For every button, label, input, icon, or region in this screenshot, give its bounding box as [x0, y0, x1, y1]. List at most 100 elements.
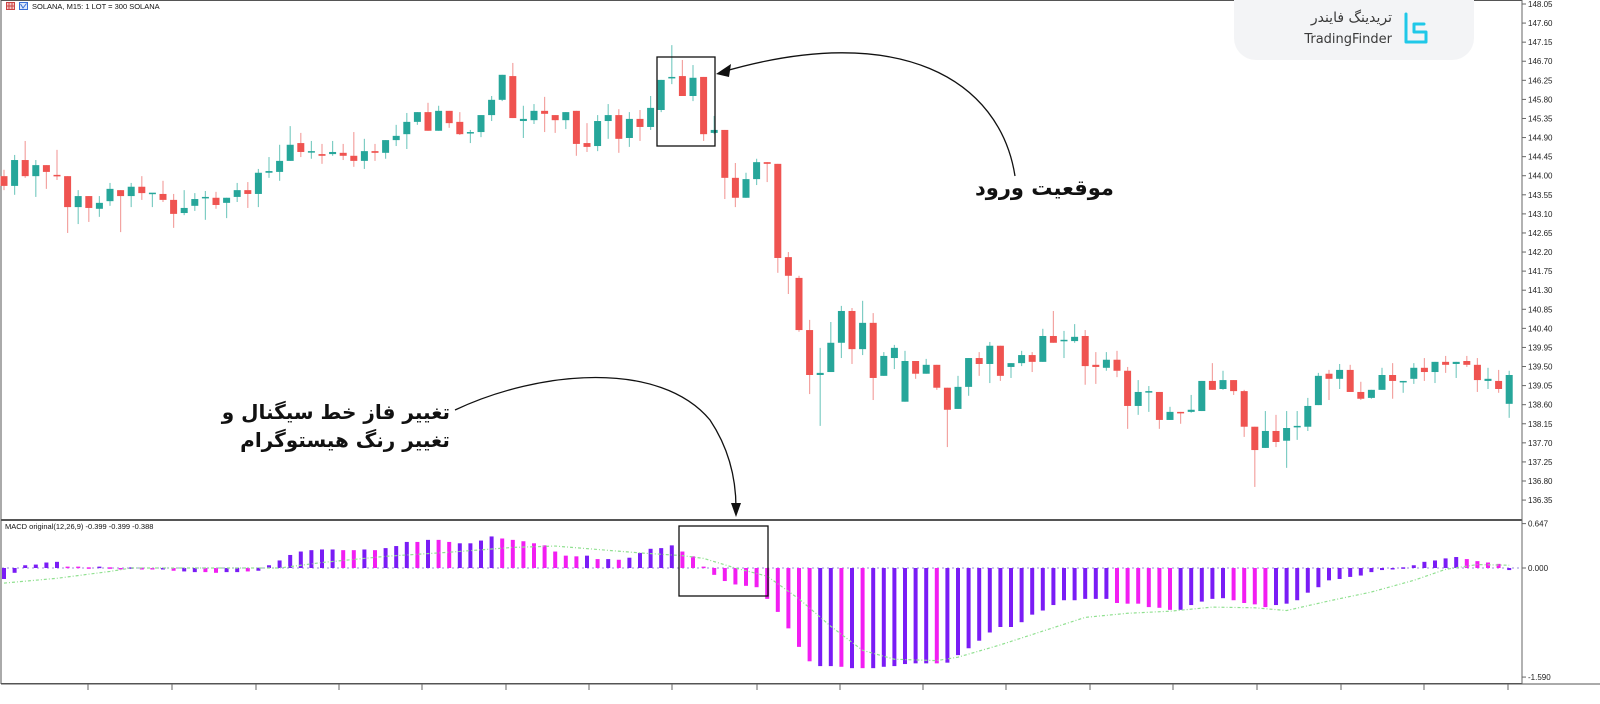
candle	[774, 163, 782, 273]
price-tick-label: 139.95	[1528, 343, 1553, 352]
histogram-bar	[1443, 558, 1448, 568]
candle	[180, 190, 188, 216]
histogram-bar	[691, 556, 695, 568]
candle	[297, 132, 305, 158]
histogram-bar	[1019, 568, 1024, 623]
histogram-bar	[1316, 568, 1321, 588]
histogram-bar	[638, 552, 642, 568]
candle	[827, 322, 835, 373]
histogram-bar	[733, 568, 738, 585]
histogram-bar	[76, 566, 81, 569]
candle	[1018, 350, 1026, 367]
histogram-bar	[394, 546, 399, 568]
candle	[1484, 367, 1492, 389]
candle	[1155, 391, 1163, 429]
histogram-bar	[1210, 568, 1215, 599]
histogram-bar	[500, 538, 505, 568]
histogram-bar	[1178, 568, 1183, 610]
candle	[32, 160, 40, 197]
signal-phase-label-line2: تغییر رنگ هیستوگرام	[240, 428, 450, 452]
histogram-bar	[2, 568, 6, 579]
candle	[572, 110, 580, 156]
candle	[1420, 358, 1428, 381]
histogram-bar	[1062, 568, 1066, 601]
symbol-grid-icon[interactable]	[6, 2, 15, 10]
candle	[212, 191, 220, 209]
candle	[1283, 411, 1291, 468]
candle	[265, 157, 273, 178]
histogram-bar	[1274, 568, 1278, 606]
histogram-bar	[1295, 568, 1300, 601]
candle	[106, 182, 114, 206]
candle	[1389, 363, 1397, 399]
logo-english-text: TradingFinder	[1304, 32, 1392, 47]
histogram-bar	[1199, 568, 1204, 602]
candle	[541, 96, 549, 133]
candle	[890, 344, 898, 370]
candle	[488, 96, 496, 122]
candle	[477, 115, 485, 138]
histogram-bar	[712, 568, 717, 575]
time-axis[interactable]	[87, 684, 1509, 690]
histogram-bar	[351, 550, 356, 568]
histogram-bar	[1009, 568, 1013, 627]
histogram-bar	[881, 568, 886, 667]
candle	[329, 140, 337, 156]
annotation-overlay	[454, 52, 1016, 597]
candle	[922, 358, 930, 374]
candle	[1166, 406, 1174, 420]
candle	[986, 341, 994, 384]
candle	[127, 182, 135, 208]
candle	[1261, 411, 1269, 448]
histogram-bar	[818, 568, 823, 667]
histogram-bar	[1083, 568, 1088, 599]
histogram-bar	[436, 539, 441, 568]
histogram-bar	[415, 541, 420, 568]
histogram-bar	[1348, 568, 1353, 577]
price-candles	[0, 45, 1513, 487]
candle	[816, 347, 824, 426]
histogram-bar	[797, 568, 801, 647]
candle	[413, 112, 421, 125]
macd-axis[interactable]: 0.647 0.000 -1.590	[1521, 0, 1551, 684]
histogram-bar	[309, 550, 314, 568]
candle	[1134, 380, 1142, 415]
candle	[848, 308, 856, 364]
candle	[1145, 386, 1153, 412]
candle	[1431, 361, 1439, 384]
candle	[1378, 367, 1386, 390]
candle	[435, 105, 443, 131]
price-tick-label: 145.80	[1528, 95, 1553, 104]
price-tick-label: 136.80	[1528, 477, 1553, 486]
histogram-bar	[775, 568, 780, 612]
candle	[42, 165, 50, 189]
histogram-bar	[595, 559, 600, 568]
entry-highlight-box	[656, 56, 716, 147]
candle	[424, 102, 432, 131]
histogram-bar	[680, 551, 685, 568]
histogram-bar	[553, 551, 558, 568]
candle	[710, 115, 718, 135]
candle	[64, 176, 72, 233]
candle	[244, 182, 252, 208]
candle	[647, 96, 655, 130]
candle	[233, 182, 241, 203]
histogram-bar	[701, 566, 706, 569]
price-axis[interactable]: 148.05 147.60 147.15 146.70 146.25 145.80 145.…	[1522, 0, 1553, 505]
candle	[74, 190, 82, 225]
histogram-bar	[659, 548, 664, 568]
price-tick-label: 143.10	[1528, 210, 1553, 219]
histogram-bar	[521, 541, 526, 568]
candle	[657, 79, 665, 113]
candle	[562, 112, 570, 130]
chart-type-icon[interactable]	[19, 2, 28, 10]
plot-border	[0, 0, 1523, 684]
tradingfinder-logo-icon	[1404, 12, 1428, 44]
candle	[1410, 363, 1418, 384]
candle	[1346, 364, 1354, 392]
phase-arrow	[454, 376, 737, 509]
candle	[678, 59, 686, 97]
histogram-bar	[44, 562, 49, 568]
